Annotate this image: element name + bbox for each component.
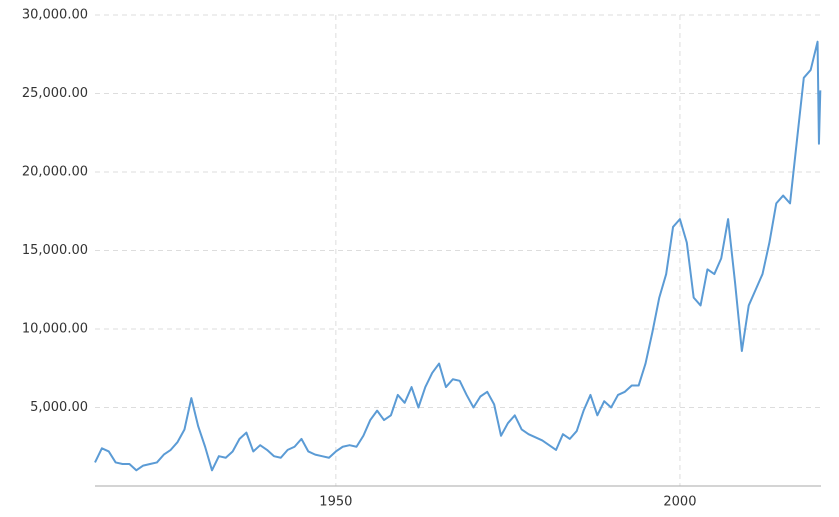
x-tick-label: 1950 [319,495,352,510]
y-tick-label: 30,000.00 [22,8,88,23]
y-tick-label: 5,000.00 [30,400,88,415]
y-tick-label: 10,000.00 [22,322,88,337]
y-tick-label: 25,000.00 [22,86,88,101]
data-line [94,40,822,472]
y-tick-label: 20,000.00 [22,165,88,180]
y-tick-label: 15,000.00 [22,243,88,258]
x-tick-label: 2000 [663,495,696,510]
